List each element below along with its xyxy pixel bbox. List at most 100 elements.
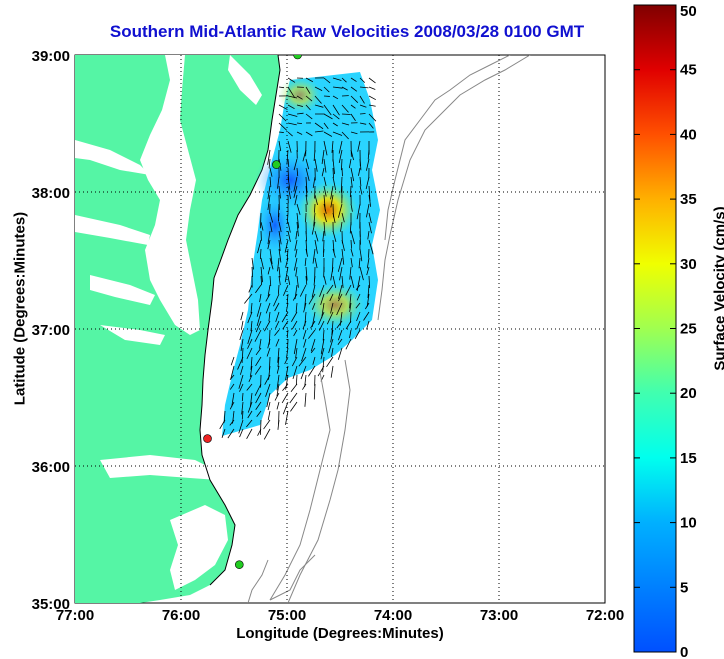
velocity-arrow	[312, 356, 316, 365]
velocity-arrow	[350, 113, 356, 121]
velocity-arrow	[323, 275, 327, 285]
velocity-arrow	[363, 311, 370, 321]
velocity-arrow	[269, 248, 273, 265]
velocity-arrow	[282, 401, 289, 415]
velocity-arrow	[287, 158, 290, 168]
bay-tributary-3	[90, 275, 155, 305]
velocity-arrow	[321, 149, 325, 164]
velocity-arrow	[274, 392, 280, 401]
velocity-arrow	[256, 410, 262, 417]
velocity-arrow	[287, 86, 296, 99]
velocity-arrow	[310, 347, 316, 354]
velocity-arrow	[368, 212, 372, 224]
velocity-arrow	[267, 338, 271, 349]
velocity-arrow	[256, 302, 262, 317]
colorbar	[633, 4, 677, 653]
velocity-arrow	[230, 356, 235, 366]
velocity-arrow	[350, 77, 357, 82]
velocity-arrow	[277, 356, 280, 367]
velocity-field	[219, 72, 380, 440]
velocity-arrow	[284, 356, 289, 365]
velocity-arrow	[276, 365, 280, 374]
velocity-arrow	[254, 329, 262, 342]
velocity-arrow	[314, 122, 324, 130]
velocity-arrow	[246, 383, 253, 391]
velocity-arrow	[366, 293, 370, 307]
velocity-arrow	[318, 320, 325, 331]
velocity-arrow	[265, 293, 271, 302]
velocity-arrow	[295, 230, 298, 240]
velocity-arrow	[267, 149, 271, 165]
pamlico-sound	[170, 505, 228, 590]
velocity-arrow	[278, 221, 282, 233]
velocity-arrow	[323, 203, 327, 214]
velocity-arrow	[330, 266, 334, 281]
station-delmarva	[272, 160, 281, 169]
velocity-arrow	[330, 302, 334, 314]
velocity-arrow	[365, 302, 370, 310]
velocity-arrow	[332, 95, 339, 100]
velocity-arrow	[296, 167, 299, 177]
velocity-arrow	[247, 401, 253, 413]
velocity-arrow	[284, 239, 289, 253]
velocity-arrow	[349, 266, 352, 280]
velocity-arrow	[340, 176, 343, 193]
velocity-arrow	[295, 248, 298, 258]
velocity-arrow	[221, 428, 226, 438]
velocity-arrow	[349, 302, 352, 312]
velocity-arrow	[314, 194, 318, 206]
velocity-arrow	[257, 428, 262, 436]
velocity-arrow	[267, 410, 271, 421]
velocity-arrow	[287, 95, 298, 99]
velocity-arrow	[267, 239, 271, 250]
velocity-arrow	[330, 329, 334, 343]
velocity-arrow	[296, 112, 304, 115]
velocity-arrow	[291, 320, 298, 330]
velocity-arrow	[284, 266, 289, 283]
velocity-arrow	[268, 311, 271, 322]
velocity-arrow	[350, 203, 353, 212]
velocity-arrow	[341, 131, 349, 140]
velocity-arrow	[314, 95, 322, 104]
velocity-arrow	[314, 239, 318, 254]
velocity-arrow	[308, 293, 316, 305]
bathymetry-contours	[247, 55, 531, 603]
velocity-arrow	[229, 374, 235, 381]
velocity-arrow	[240, 311, 244, 321]
velocity-arrow	[320, 347, 325, 360]
velocity-arrow	[332, 176, 337, 191]
velocity-arrow	[282, 320, 289, 330]
velocity-arrow	[323, 140, 328, 156]
velocity-arrow	[248, 374, 253, 383]
velocity-arrow	[310, 320, 316, 329]
velocity-arrow	[296, 203, 301, 215]
velocity-arrow	[366, 320, 370, 330]
velocity-arrow	[349, 185, 352, 198]
colorbar-tick-label: 25	[680, 321, 697, 338]
velocity-arrow	[268, 158, 271, 169]
velocity-arrow	[266, 347, 271, 357]
velocity-arrow	[349, 329, 352, 339]
velocity-arrow	[269, 275, 272, 286]
velocity-arrow	[308, 365, 316, 377]
velocity-arrow	[302, 320, 307, 330]
velocity-arrow	[337, 329, 343, 341]
ytick-1: 38:00	[32, 185, 70, 202]
velocity-arrow	[265, 383, 271, 397]
velocity-arrow	[267, 284, 271, 297]
velocity-arrow	[298, 356, 307, 367]
velocity-arrow	[355, 284, 361, 291]
velocity-arrow	[367, 149, 370, 160]
velocity-arrow	[300, 365, 307, 380]
velocity-arrow	[349, 293, 352, 309]
velocity-arrow	[274, 302, 280, 312]
velocity-arrow	[332, 275, 337, 288]
velocity-arrow	[366, 266, 370, 276]
ytick-4: 35:00	[32, 596, 70, 613]
velocity-arrow	[267, 266, 271, 275]
velocity-arrow	[323, 221, 326, 236]
velocity-arrow	[359, 230, 361, 245]
velocity-arrow	[296, 95, 303, 100]
velocity-arrow	[336, 320, 343, 329]
